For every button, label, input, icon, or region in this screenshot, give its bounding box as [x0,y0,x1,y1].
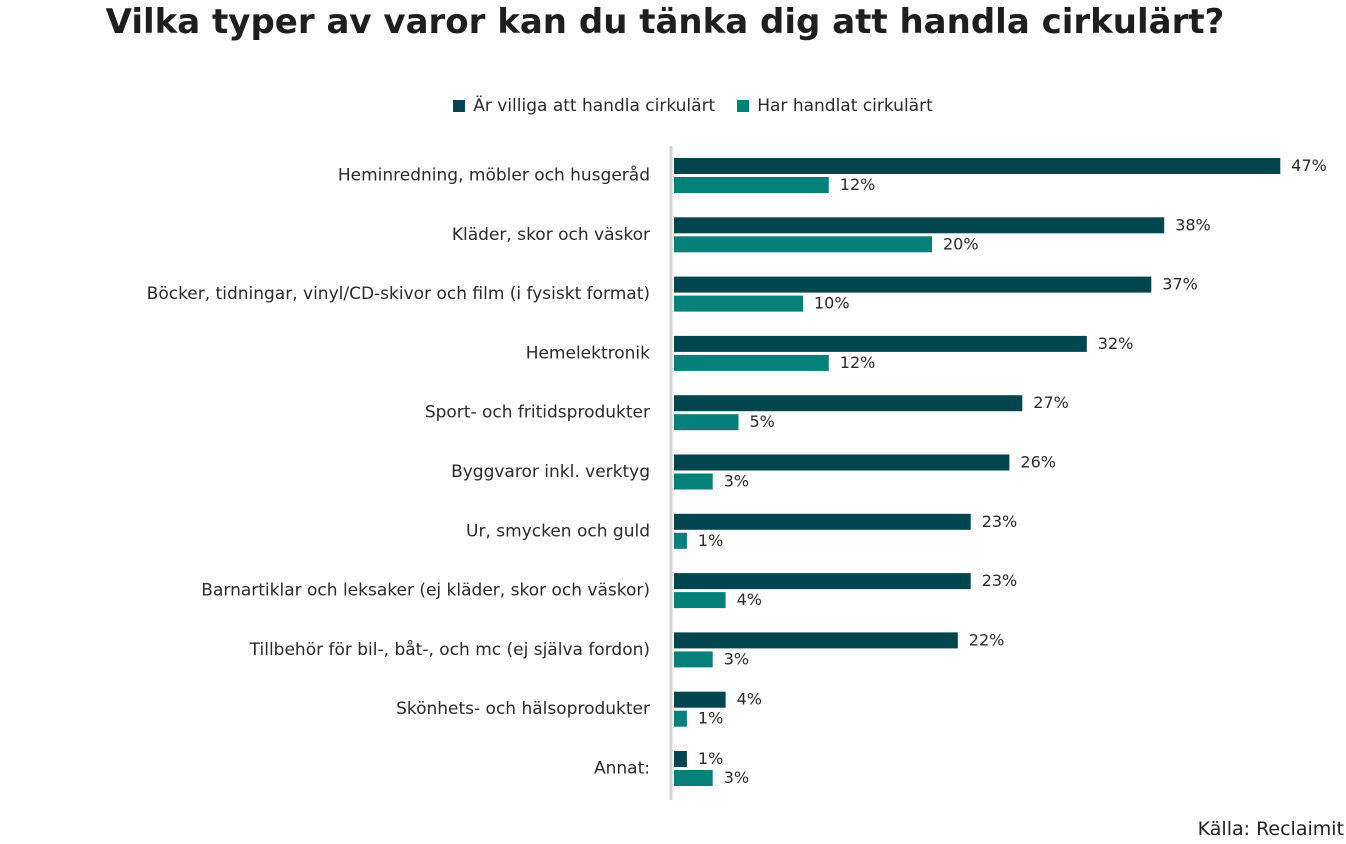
bar-willing [674,691,726,708]
category-label: Ur, smycken och guld [466,521,650,541]
legend-label-willing: Är villiga att handla cirkulärt [473,96,716,116]
bar-willing [674,335,1087,352]
value-label-have-shopped: 12% [840,353,876,372]
legend: Är villiga att handla cirkulärt Har hand… [0,96,1346,116]
bar-have-shopped [674,770,713,786]
category-label: Skönhets- och hälsoprodukter [396,699,650,719]
bar-have-shopped [674,592,726,609]
bar-have-shopped [674,710,687,727]
category-label: Heminredning, möbler och husgeråd [338,165,650,186]
value-label-willing: 47% [1291,156,1327,175]
legend-item-have-shopped: Har handlat cirkulärt [737,96,933,116]
value-label-willing: 38% [1175,215,1211,234]
value-label-have-shopped: 3% [724,472,749,491]
bar-have-shopped [674,651,713,668]
bar-have-shopped [674,177,829,193]
value-label-willing: 22% [969,630,1005,649]
bar-willing [674,395,1023,412]
category-label: Annat: [594,759,650,779]
value-label-have-shopped: 4% [737,590,762,609]
bar-willing [674,158,1281,174]
value-label-have-shopped: 1% [698,531,723,550]
bar-have-shopped [674,532,687,549]
bar-willing [674,276,1152,293]
bar-willing [674,217,1165,234]
value-label-willing: 32% [1098,334,1134,353]
source-note: Källa: Reclaimit [1197,818,1344,840]
bar-willing [674,454,1010,471]
value-label-willing: 37% [1162,275,1198,294]
bar-willing [674,751,687,767]
value-label-have-shopped: 5% [750,412,775,431]
category-label: Böcker, tidningar, vinyl/CD-skivor och f… [147,284,650,304]
value-label-have-shopped: 10% [814,294,850,313]
category-label: Barnartiklar och leksaker (ej kläder, sk… [201,581,650,601]
bar-willing [674,513,971,530]
bar-have-shopped [674,473,713,490]
legend-swatch-have-shopped [737,100,750,112]
value-label-have-shopped: 20% [943,234,979,253]
value-label-willing: 26% [1020,453,1056,472]
bar-willing [674,573,971,590]
category-label: Byggvaror inkl. verktyg [451,462,650,482]
legend-label-have-shopped: Har handlat cirkulärt [757,96,933,116]
value-label-willing: 1% [698,749,723,768]
legend-swatch-willing [453,100,466,112]
category-label: Kläder, skor och väskor [452,225,650,245]
value-label-have-shopped: 12% [840,175,876,194]
value-label-have-shopped: 3% [724,768,749,787]
category-label: Sport- och fritidsprodukter [425,403,650,423]
value-label-willing: 23% [982,571,1018,590]
bar-willing [674,632,958,649]
chart-title: Vilka typer av varor kan du tänka dig at… [105,2,1225,42]
bar-have-shopped [674,236,932,253]
value-label-willing: 23% [982,512,1018,531]
value-label-willing: 27% [1033,393,1069,412]
category-label: Hemelektronik [526,343,650,363]
bar-have-shopped [674,354,829,371]
bar-have-shopped [674,414,739,431]
category-label: Tillbehör för bil-, båt-, och mc (ej sjä… [249,639,650,660]
value-label-willing: 4% [737,690,762,709]
legend-item-willing: Är villiga att handla cirkulärt [453,96,715,116]
value-label-have-shopped: 1% [698,709,723,728]
value-label-have-shopped: 3% [724,649,749,668]
bar-have-shopped [674,295,803,312]
